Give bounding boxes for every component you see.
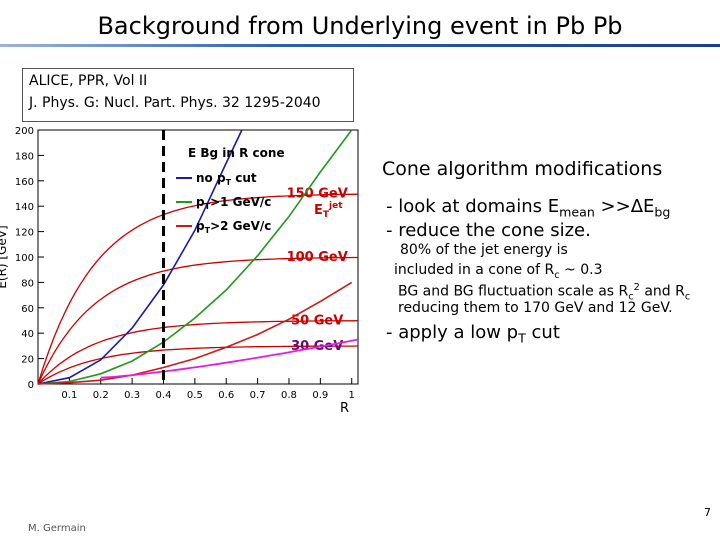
- y-tick-label: 80: [21, 278, 34, 289]
- footer-author: M. Germain: [28, 523, 86, 534]
- x-tick-label: 0.4: [156, 390, 172, 401]
- x-tick-label: 0.5: [187, 390, 203, 401]
- y-tick-label: 180: [15, 151, 34, 162]
- x-tick-label: 0.8: [281, 390, 297, 401]
- jet-energy-curve: [37, 345, 359, 385]
- x-axis-ticks: 0.1 0.2 0.3 0.4 0.5 0.6 0.7 0.8 0.9 1: [61, 378, 355, 401]
- y-tick-label: 200: [15, 126, 34, 137]
- x-tick-label: 0.1: [61, 390, 77, 401]
- slide-title: Background from Underlying event in Pb P…: [97, 12, 623, 40]
- y-tick-label: 40: [21, 329, 34, 340]
- y-axis-ticks: 0 20 40 60 80 100 120 140 160 180 200: [15, 126, 44, 391]
- side-detail-2-line-1: BG and BG fluctuation scale as Rc2 and R…: [398, 282, 691, 303]
- page-number: 7: [704, 506, 711, 519]
- x-axis-label: R: [340, 401, 349, 416]
- jet-energy-label: 150 GeV: [287, 187, 348, 202]
- y-tick-label: 140: [15, 202, 34, 213]
- y-tick-label: 20: [21, 355, 34, 366]
- jet-energy-curve: [37, 256, 358, 385]
- reference-box: ALICE, PPR, Vol II J. Phys. G: Nucl. Par…: [22, 68, 354, 122]
- jet-energy-curve: [37, 320, 359, 385]
- x-tick-label: 0.6: [218, 390, 234, 401]
- side-detail-2-line-2: reducing them to 170 GeV and 12 GeV.: [398, 300, 673, 316]
- et-jet-annotation: ETjet: [314, 201, 343, 220]
- reference-line-1: ALICE, PPR, Vol II: [29, 73, 148, 89]
- series-line: [37, 129, 353, 385]
- side-bullet-2: - reduce the cone size.: [386, 220, 591, 241]
- series-line: [37, 281, 353, 385]
- low-pt-curve: [100, 338, 359, 379]
- series-line: [37, 129, 243, 385]
- jet-energy-label: 50 GeV: [291, 314, 343, 329]
- legend-label-pt1: pT>1 GeV/c: [196, 195, 271, 211]
- x-tick-label: 0.3: [124, 390, 140, 401]
- jet-energy-label: 100 GeV: [287, 250, 348, 265]
- y-tick-label: 60: [21, 304, 34, 315]
- energy-vs-cone-radius-chart: 0 20 40 60 80 100 120 140 160 180 200 0.1 0.2 0.3 0.4…: [0, 126, 359, 416]
- legend-label-pt2: pT>2 GeV/c: [196, 219, 271, 235]
- x-tick-label: 0.9: [312, 390, 328, 401]
- x-tick-label: 1: [349, 390, 355, 401]
- plot-frame: [37, 129, 359, 385]
- y-tick-label: 120: [15, 228, 34, 239]
- data-series: [37, 129, 359, 385]
- title-underline: [0, 44, 720, 47]
- y-tick-label: 100: [15, 253, 34, 264]
- y-tick-label: 0: [28, 380, 34, 391]
- side-bullet-3: - apply a low pT cut: [386, 322, 560, 346]
- side-detail-1-line-1: 80% of the jet energy is: [400, 242, 568, 258]
- x-tick-label: 0.2: [93, 390, 109, 401]
- legend-title: E Bg in R cone: [188, 146, 285, 160]
- y-axis-label: E(R) [GeV]: [0, 225, 9, 288]
- reference-line-2: J. Phys. G: Nucl. Part. Phys. 32 1295-20…: [29, 95, 321, 111]
- side-detail-1-line-2: included in a cone of Rc ~ 0.3: [394, 262, 603, 281]
- legend-label-no-cut: no pT cut: [196, 171, 257, 187]
- side-bullet-1: - look at domains Emean >>ΔEbg: [386, 196, 671, 220]
- legend: E Bg in R cone no pT cut pT>1 GeV/c pT>2…: [176, 146, 285, 235]
- x-tick-label: 0.7: [250, 390, 266, 401]
- y-tick-label: 160: [15, 177, 34, 188]
- side-heading: Cone algorithm modifications: [382, 158, 663, 180]
